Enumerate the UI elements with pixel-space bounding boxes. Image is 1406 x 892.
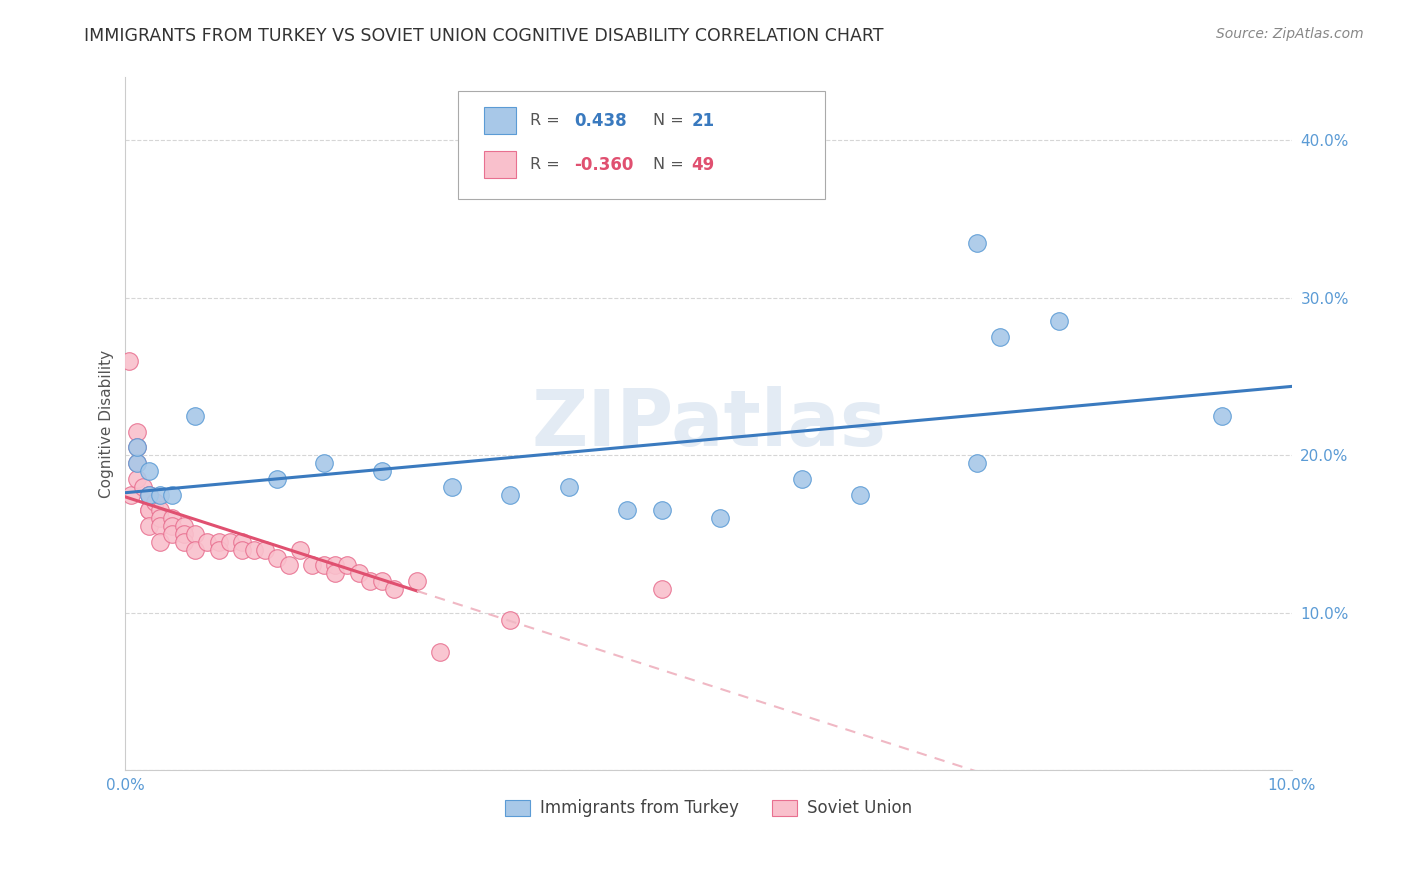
- Point: [160, 511, 183, 525]
- Point: [132, 480, 155, 494]
- Point: [325, 558, 347, 573]
- Point: [195, 534, 218, 549]
- Point: [651, 582, 673, 596]
- Point: [149, 503, 172, 517]
- Bar: [484, 107, 516, 134]
- Point: [277, 558, 299, 573]
- Point: [149, 487, 172, 501]
- Point: [173, 519, 195, 533]
- Point: [127, 440, 149, 454]
- FancyBboxPatch shape: [458, 91, 825, 199]
- Point: [243, 542, 266, 557]
- Text: N =: N =: [652, 157, 683, 172]
- Text: 21: 21: [692, 112, 714, 129]
- Point: [173, 527, 195, 541]
- Point: [118, 353, 141, 368]
- Point: [138, 487, 160, 501]
- Point: [1211, 409, 1233, 423]
- Point: [709, 511, 731, 525]
- Point: [336, 558, 359, 573]
- Point: [966, 456, 988, 470]
- Point: [301, 558, 323, 573]
- Point: [499, 614, 522, 628]
- Point: [429, 645, 451, 659]
- Y-axis label: Cognitive Disability: Cognitive Disability: [100, 350, 114, 498]
- Point: [127, 456, 149, 470]
- Point: [160, 519, 183, 533]
- Point: [312, 558, 335, 573]
- Point: [149, 534, 172, 549]
- Point: [499, 487, 522, 501]
- Point: [849, 487, 872, 501]
- Text: R =: R =: [530, 113, 560, 128]
- Point: [143, 495, 166, 509]
- Point: [184, 409, 207, 423]
- Point: [441, 480, 464, 494]
- Point: [127, 456, 149, 470]
- Point: [127, 425, 149, 439]
- Point: [790, 472, 813, 486]
- Point: [173, 534, 195, 549]
- Point: [266, 472, 288, 486]
- Point: [1047, 314, 1070, 328]
- Point: [138, 503, 160, 517]
- Point: [208, 542, 231, 557]
- Point: [127, 472, 149, 486]
- Point: [231, 534, 253, 549]
- Point: [312, 456, 335, 470]
- Text: ZIPatlas: ZIPatlas: [531, 385, 886, 462]
- Point: [160, 487, 183, 501]
- Point: [254, 542, 277, 557]
- Point: [120, 487, 142, 501]
- Point: [219, 534, 242, 549]
- Point: [184, 527, 207, 541]
- Bar: [484, 152, 516, 178]
- Point: [138, 487, 160, 501]
- Point: [138, 487, 160, 501]
- Text: R =: R =: [530, 157, 560, 172]
- Point: [208, 534, 231, 549]
- Point: [290, 542, 312, 557]
- Point: [988, 330, 1011, 344]
- Point: [371, 574, 394, 588]
- Point: [149, 519, 172, 533]
- Text: IMMIGRANTS FROM TURKEY VS SOVIET UNION COGNITIVE DISABILITY CORRELATION CHART: IMMIGRANTS FROM TURKEY VS SOVIET UNION C…: [84, 27, 884, 45]
- Point: [616, 503, 638, 517]
- Point: [325, 566, 347, 581]
- Text: 0.438: 0.438: [575, 112, 627, 129]
- Point: [359, 574, 381, 588]
- Text: 49: 49: [692, 155, 714, 174]
- Point: [382, 582, 405, 596]
- Point: [558, 480, 581, 494]
- Point: [160, 527, 183, 541]
- Point: [966, 235, 988, 250]
- Text: N =: N =: [652, 113, 683, 128]
- Point: [149, 511, 172, 525]
- Point: [406, 574, 429, 588]
- Point: [127, 440, 149, 454]
- Point: [138, 519, 160, 533]
- Text: -0.360: -0.360: [575, 155, 634, 174]
- Legend: Immigrants from Turkey, Soviet Union: Immigrants from Turkey, Soviet Union: [498, 793, 920, 824]
- Point: [266, 550, 288, 565]
- Point: [138, 503, 160, 517]
- Text: Source: ZipAtlas.com: Source: ZipAtlas.com: [1216, 27, 1364, 41]
- Point: [231, 542, 253, 557]
- Point: [184, 542, 207, 557]
- Point: [371, 464, 394, 478]
- Point: [651, 503, 673, 517]
- Point: [347, 566, 370, 581]
- Point: [138, 464, 160, 478]
